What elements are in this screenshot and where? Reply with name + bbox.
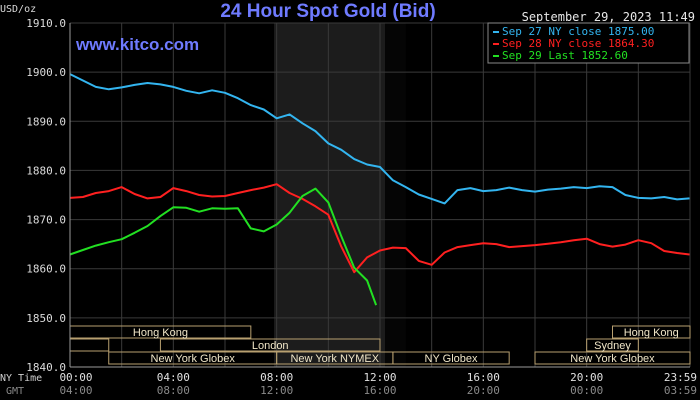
- chart-title: 24 Hour Spot Gold (Bid): [220, 1, 435, 22]
- y-tick-label: 1890.0: [26, 115, 66, 128]
- series-line: [69, 187, 378, 306]
- y-unit-label: USD/oz: [0, 4, 36, 15]
- x-tick-label-gmt: 12:00: [260, 384, 293, 397]
- series-lines: [69, 73, 690, 306]
- x-axis: NY TimeGMT00:0004:0004:0008:0008:0012:00…: [0, 366, 697, 397]
- y-tick-label: 1850.0: [26, 312, 66, 325]
- y-tick-label: 1870.0: [26, 214, 66, 227]
- x-tick-label-gmt: 00:00: [570, 384, 603, 397]
- session-band: [586, 338, 639, 352]
- session-band-label: NY Globex: [425, 353, 478, 365]
- session-band-label: New York Globex: [151, 353, 236, 365]
- session-bands: Hong Kong London New York Globex New York N…: [69, 325, 691, 365]
- session-band-label: New York Globex: [570, 353, 655, 365]
- y-tick-label: 1840.0: [26, 361, 66, 374]
- session-band-label: Hong Kong: [133, 327, 188, 339]
- dark-session-band: [385, 23, 406, 367]
- x-tick-label-ny: 23:59: [664, 371, 697, 384]
- x-tick-label-ny: 00:00: [59, 371, 92, 384]
- session-band-label: London: [252, 340, 289, 352]
- x-tick-label-ny: 12:00: [363, 371, 396, 384]
- y-tick-label: 1860.0: [26, 263, 66, 276]
- x-tick-label-ny: 20:00: [570, 371, 603, 384]
- session-band: [392, 351, 510, 365]
- series-line: [69, 73, 690, 205]
- legend-box: [487, 22, 690, 64]
- x-tick-label-ny: 04:00: [157, 371, 190, 384]
- x-tick-label-ny: 16:00: [467, 371, 500, 384]
- y-tick-label: 1910.0: [26, 17, 66, 30]
- x-tick-label-gmt: 08:00: [157, 384, 190, 397]
- session-band: [534, 351, 691, 365]
- legend-entry: Sep 28 NY close 1864.30: [502, 37, 654, 50]
- x-tick-label-ny: 08:00: [260, 371, 293, 384]
- session-band: [612, 325, 691, 339]
- x-row-label-ny: NY Time: [0, 373, 42, 384]
- nymex-session-shade: [274, 23, 386, 367]
- session-band-label: Sydney: [594, 340, 631, 352]
- x-tick-label-gmt: 16:00: [363, 384, 396, 397]
- x-tick-label-gmt: 04:00: [59, 384, 92, 397]
- x-row-label-gmt: GMT: [6, 386, 24, 397]
- grid-lines: [69, 22, 691, 368]
- y-axis: 1910.0 1900.0 1890.0 1880.0 1870.0 1860.0 1850…: [26, 17, 71, 374]
- x-tick-label-gmt: 20:00: [467, 384, 500, 397]
- legend-entry: Sep 27 NY close 1875.00: [502, 25, 654, 38]
- session-band: [159, 338, 381, 352]
- legend-entry: Sep 29 Last 1852.60: [502, 49, 628, 62]
- kitco-watermark: www.kitco.com: [75, 35, 199, 54]
- x-tick-label-gmt: 03:59: [664, 384, 697, 397]
- y-tick-label: 1880.0: [26, 164, 66, 177]
- y-tick-label: 1900.0: [26, 66, 66, 79]
- series-line: [69, 183, 690, 274]
- session-band-label: New York NYMEX: [290, 353, 379, 365]
- chart-timestamp: September 29, 2023 11:49: [522, 10, 695, 24]
- session-band-label: Hong Kong: [624, 327, 679, 339]
